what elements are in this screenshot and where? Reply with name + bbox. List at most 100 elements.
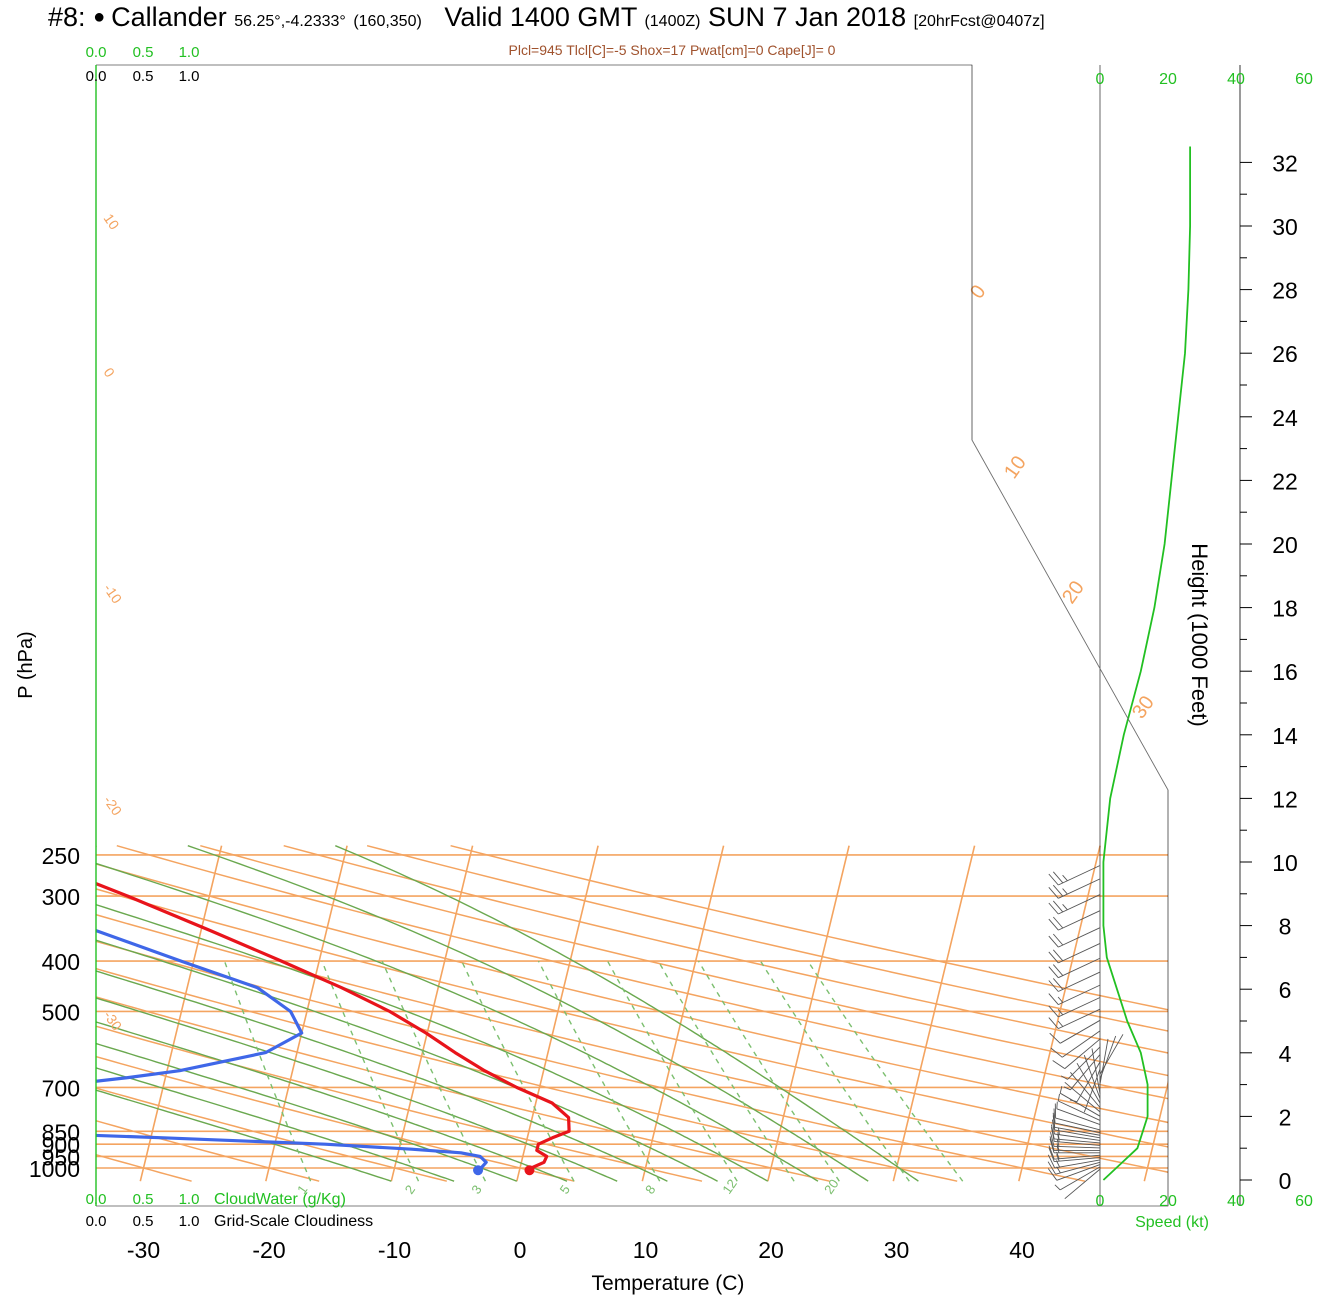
wind-speed-line xyxy=(1102,146,1191,1181)
station-name: Callander xyxy=(111,2,227,32)
wind-barb-flag xyxy=(1052,1060,1066,1069)
isotherm-line xyxy=(516,845,599,1182)
wind-barb-flag xyxy=(1048,951,1059,964)
wind-barb xyxy=(1069,1061,1101,1103)
wind-barb xyxy=(1052,1038,1101,1069)
moist-adiabat-line xyxy=(96,862,819,1182)
wind-barb-flag xyxy=(1048,1017,1059,1029)
isotherm-line xyxy=(892,845,976,1182)
wind-barb-staff xyxy=(1058,927,1101,948)
wind-barb-half-flag xyxy=(1056,1145,1060,1153)
wind-barb-staff xyxy=(1058,878,1101,899)
height-tick-label: 8 xyxy=(1279,914,1292,940)
wind-barb-half-flag xyxy=(1059,1085,1063,1094)
isotherm-line xyxy=(1143,1079,1168,1182)
height-tick-label: 26 xyxy=(1272,341,1298,367)
speed-bottom-tick: 20 xyxy=(1159,1193,1177,1210)
mixing-ratio-line xyxy=(657,960,795,1182)
wind-barb xyxy=(1048,1008,1101,1030)
wind-barb-staff xyxy=(1099,1035,1117,1080)
pressure-tick-label: 250 xyxy=(42,843,80,869)
mixing-ratio-label: 3 xyxy=(468,1182,484,1197)
wind-barb-staff xyxy=(1064,1038,1101,1069)
wind-barb-staff xyxy=(1058,971,1101,992)
dry-adiabat-label: -10 xyxy=(101,581,126,607)
mixing-ratio-line xyxy=(223,960,312,1182)
isotherm-line xyxy=(1018,845,1101,1182)
speed-top-tick: 40 xyxy=(1227,71,1245,88)
wind-barb-staff xyxy=(1058,943,1101,964)
wind-barb-half-flag xyxy=(1063,1086,1071,1091)
mixing-ratio-line xyxy=(321,960,420,1182)
wind-barb-staff xyxy=(1059,1092,1101,1117)
dewpoint-line xyxy=(96,928,304,1083)
speed-top-tick: 0 xyxy=(1096,71,1105,88)
cloudwater-bottom-tick: 0.5 xyxy=(133,1191,154,1208)
wind-barb xyxy=(1064,1168,1101,1200)
sounding-profiles xyxy=(96,881,571,1176)
wind-barb-half-flag xyxy=(1057,1134,1060,1142)
isotherm-line xyxy=(767,845,850,1182)
wind-barb xyxy=(1083,1055,1101,1099)
dry-adiabat-line xyxy=(116,844,1168,1100)
speed-bottom-tick: 60 xyxy=(1295,1193,1313,1210)
wind-barb xyxy=(1048,910,1101,931)
dry-adiabat-label: -20 xyxy=(101,793,126,819)
valid-zulu: (1400Z) xyxy=(644,13,701,30)
wind-barb-staff xyxy=(1058,1100,1101,1121)
wind-barb-staff xyxy=(1056,1108,1101,1125)
speed-top-tick: 20 xyxy=(1159,71,1177,88)
wind-barb-flag xyxy=(1047,1161,1056,1175)
wind-barb-half-flag xyxy=(1054,1184,1061,1191)
wind-barb-flag xyxy=(1052,871,1064,884)
speed-top-tick: 60 xyxy=(1295,71,1313,88)
wind-barb-staff xyxy=(1054,1138,1101,1144)
wind-barb-staff xyxy=(1054,1140,1101,1146)
wind-barb-staff xyxy=(1083,1068,1101,1113)
wind-barb-staff xyxy=(1070,1072,1101,1108)
speed-axis-title: Speed (kt) xyxy=(1135,1214,1209,1231)
wind-panel-guide xyxy=(971,439,1169,791)
pressure-tick-label: 700 xyxy=(42,1075,80,1101)
dry-adiabat-line xyxy=(366,844,1168,1032)
wind-barb-half-flag xyxy=(1057,1009,1064,1016)
surface-dewpoint-dot xyxy=(473,1165,484,1176)
dry-adiabat-line xyxy=(283,844,1168,1054)
speed-bottom-tick: 40 xyxy=(1227,1193,1245,1210)
mixing-ratio-line xyxy=(537,960,661,1182)
height-tick-label: 14 xyxy=(1272,723,1298,749)
wind-barb-flag xyxy=(1048,1145,1055,1160)
wind-barb xyxy=(1052,1112,1101,1136)
dry-adiabat-label: 10 xyxy=(101,211,123,233)
wind-barb xyxy=(1050,1030,1101,1058)
dry-adiabat-line xyxy=(450,844,1168,1011)
cloudwater-top-tick: 0.5 xyxy=(133,44,154,61)
cloudiness-bottom-tick: 1.0 xyxy=(179,1213,200,1230)
wind-barb-staff xyxy=(1064,1168,1101,1200)
height-tick-label: 6 xyxy=(1279,977,1292,1003)
wind-barb-flag xyxy=(1047,1154,1056,1169)
wind-barb-half-flag xyxy=(1062,904,1068,911)
temperature-tick-label: 0 xyxy=(514,1237,527,1263)
wind-barb-flag xyxy=(1052,884,1064,897)
wind-barb-flag xyxy=(1048,1005,1059,1018)
mixing-ratio-line xyxy=(760,960,910,1182)
wind-barb-half-flag xyxy=(1057,1093,1060,1102)
wind-barb xyxy=(1049,1019,1101,1044)
wind-barb-flag xyxy=(1048,1147,1055,1162)
dewpoint-line xyxy=(96,1133,488,1172)
wind-barb xyxy=(1064,1081,1101,1113)
mixing-ratio-label: 20 xyxy=(821,1176,842,1196)
surface-temperature-dot xyxy=(524,1165,535,1176)
wind-barb-staff xyxy=(1076,1061,1101,1102)
wind-barb-half-flag xyxy=(1062,888,1068,895)
temperature-tick-label: 20 xyxy=(758,1237,784,1263)
moist-adiabat-line xyxy=(96,1021,568,1182)
cloudiness-top-tick: 1.0 xyxy=(179,68,200,85)
wind-barb-flag xyxy=(1050,1124,1055,1139)
wind-barb xyxy=(1048,997,1101,1018)
wind-barb-staff xyxy=(1062,1030,1101,1058)
dry-adiabat-line xyxy=(96,1025,703,1182)
